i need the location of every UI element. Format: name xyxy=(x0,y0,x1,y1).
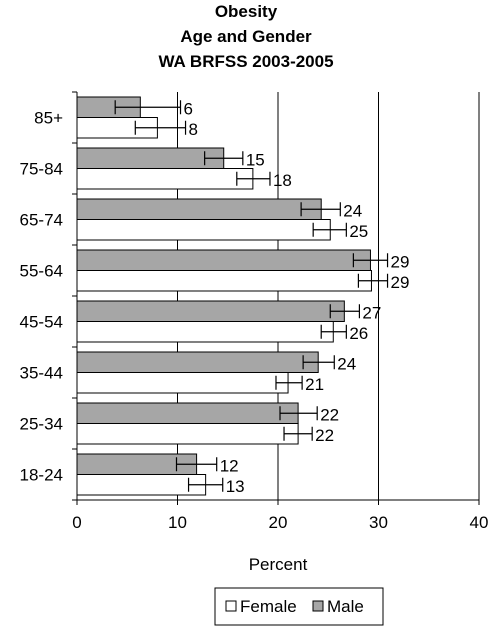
chart-title-line-1: Obesity xyxy=(214,2,278,21)
legend-label-male: Male xyxy=(327,597,364,616)
bar-male xyxy=(76,198,322,220)
x-tick-label: 30 xyxy=(369,513,388,532)
data-label-female: 22 xyxy=(315,426,334,445)
category-label: 18-24 xyxy=(20,466,63,485)
chart-title-line-3: WA BRFSS 2003-2005 xyxy=(158,52,334,71)
bar-male xyxy=(76,351,319,373)
data-label-female: 29 xyxy=(391,273,410,292)
data-label-female: 26 xyxy=(349,324,368,343)
data-label-female: 18 xyxy=(273,171,292,190)
bar-female xyxy=(76,321,334,343)
category-label: 75-84 xyxy=(20,160,63,179)
data-label-male: 22 xyxy=(320,405,339,424)
data-label-female: 21 xyxy=(305,375,324,394)
bar-female xyxy=(76,219,331,241)
data-label-male: 29 xyxy=(391,252,410,271)
data-label-male: 15 xyxy=(246,150,265,169)
category-label: 65-74 xyxy=(20,211,63,230)
x-tick-label: 20 xyxy=(269,513,288,532)
bar-male xyxy=(76,300,345,322)
legend-swatch-female xyxy=(225,600,237,612)
legend-swatch-male xyxy=(312,600,324,612)
bar-male xyxy=(76,147,225,169)
data-label-male: 12 xyxy=(220,456,239,475)
data-label-male: 24 xyxy=(343,201,362,220)
x-tick-label: 10 xyxy=(168,513,187,532)
data-label-male: 27 xyxy=(362,303,381,322)
category-label: 55-64 xyxy=(20,262,63,281)
data-label-female: 8 xyxy=(189,120,198,139)
x-axis-label: Percent xyxy=(249,555,308,574)
category-label: 45-54 xyxy=(20,313,63,332)
chart-title-line-2: Age and Gender xyxy=(180,27,312,46)
x-tick-label: 0 xyxy=(72,513,81,532)
legend-box xyxy=(214,587,384,626)
bar-male xyxy=(76,249,371,271)
data-label-male: 6 xyxy=(184,99,193,118)
ticks: 0 10 20 30 40 85+ 75-84 65-74 55-64 45-54 35-44 25-… xyxy=(20,91,489,532)
category-label: 35-44 xyxy=(20,364,63,383)
x-tick-label: 40 xyxy=(470,513,489,532)
data-label-female: 13 xyxy=(226,477,245,496)
data-label-male: 24 xyxy=(337,354,356,373)
legend: Female Male xyxy=(214,587,384,626)
bar-female xyxy=(76,474,207,496)
data-label-female: 25 xyxy=(349,222,368,241)
bar-female xyxy=(76,270,372,292)
legend-label-female: Female xyxy=(240,597,297,616)
bar-female xyxy=(76,423,299,445)
bar-female xyxy=(76,372,289,394)
bar-female xyxy=(76,168,254,190)
bar-male xyxy=(76,402,299,424)
bars: 6 8 15 18 24 25 29 29 27 26 24 21 22 22 12 13 xyxy=(76,96,410,496)
category-label: 85+ xyxy=(34,109,63,128)
category-label: 25-34 xyxy=(20,415,63,434)
